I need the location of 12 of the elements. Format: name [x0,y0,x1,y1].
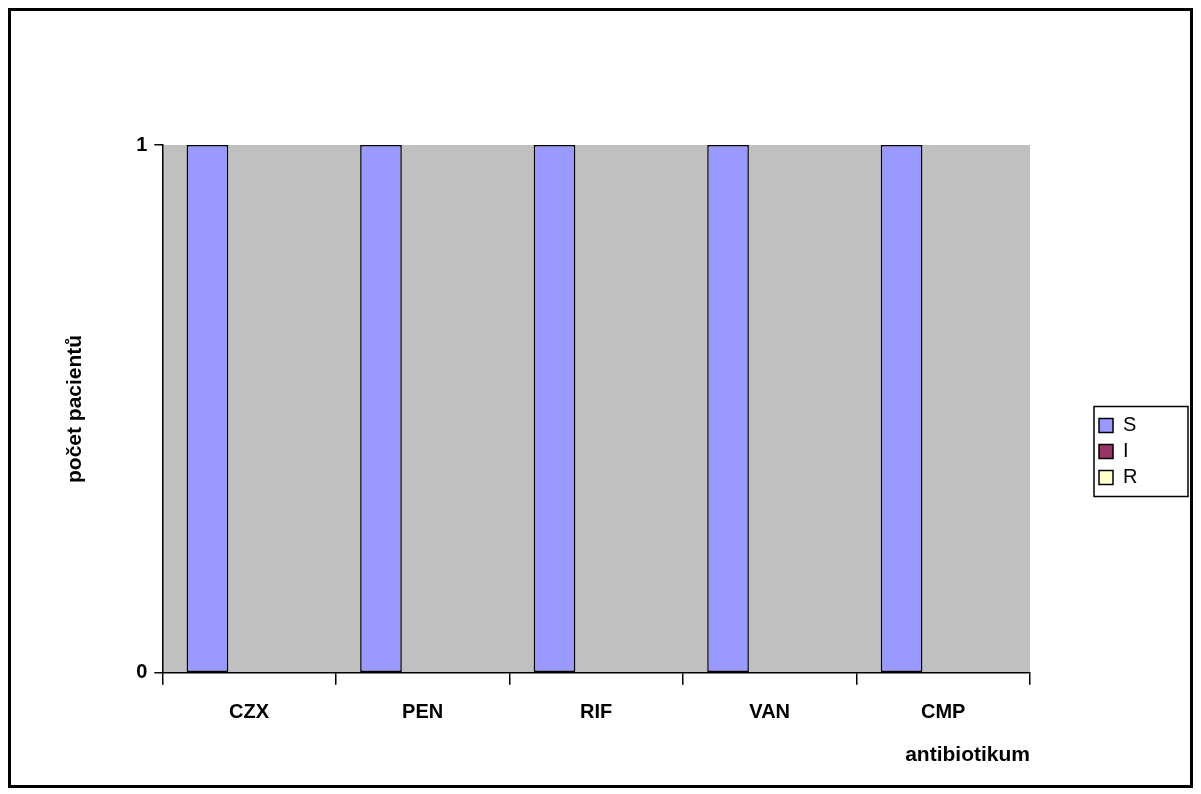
x-tick-label: CZX [229,700,270,723]
y-tick-label: 0 [136,660,148,683]
x-tick-label: RIF [580,700,613,723]
legend-label: I [1123,439,1129,462]
x-axis-title: antibiotikum [905,742,1030,766]
legend-label: R [1123,465,1138,488]
y-tick-label: 1 [136,132,148,155]
y-axis-title: počet pacientů [62,334,86,483]
x-tick-label: CMP [921,700,966,723]
legend-label: S [1123,413,1137,436]
x-tick-label: PEN [402,700,444,723]
x-tick-label: VAN [749,700,791,723]
